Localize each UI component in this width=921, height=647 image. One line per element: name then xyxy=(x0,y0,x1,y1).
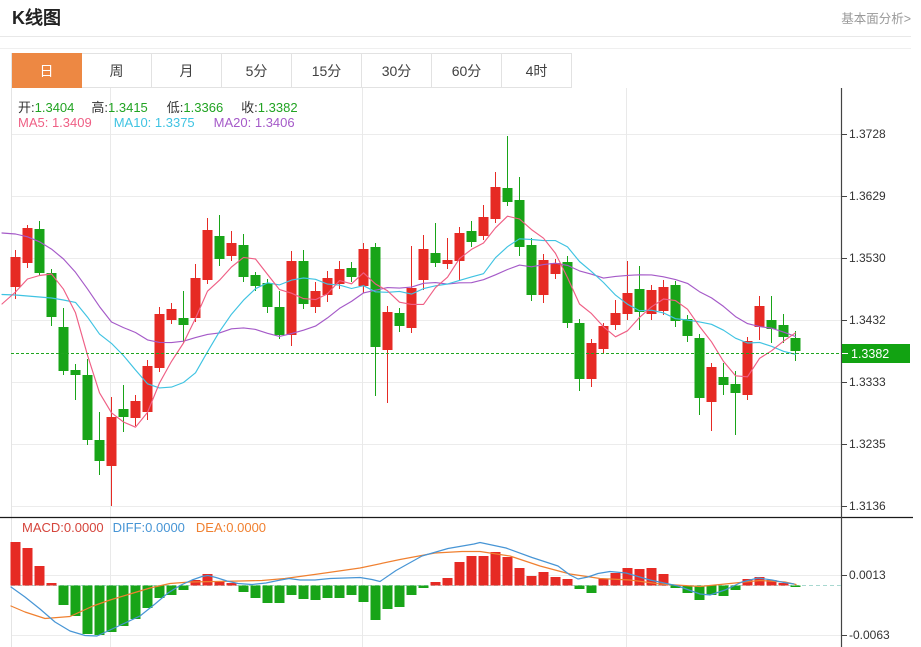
svg-text:1.3432: 1.3432 xyxy=(849,313,886,327)
svg-text:1.3629: 1.3629 xyxy=(849,189,886,203)
svg-text:1.3728: 1.3728 xyxy=(849,127,886,141)
svg-text:1.3333: 1.3333 xyxy=(849,375,886,389)
svg-text:1.3235: 1.3235 xyxy=(849,437,886,451)
svg-text:1.3136: 1.3136 xyxy=(849,499,886,513)
svg-text:1.3382: 1.3382 xyxy=(851,347,889,361)
svg-text:-0.0063: -0.0063 xyxy=(849,628,890,642)
svg-text:1.3530: 1.3530 xyxy=(849,251,886,265)
svg-text:0.0013: 0.0013 xyxy=(849,568,886,582)
